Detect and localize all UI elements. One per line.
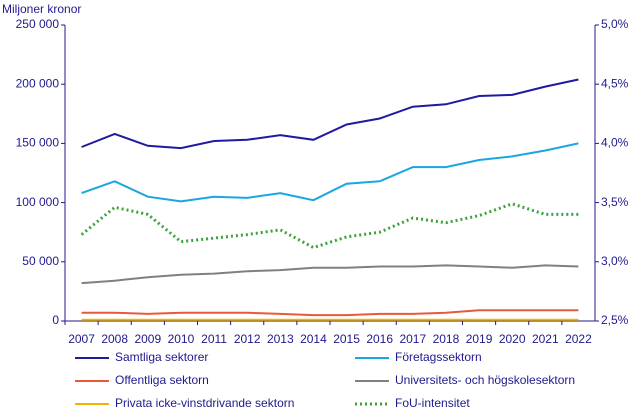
y-tick-label: 250 000 xyxy=(16,17,60,31)
x-tick-label: 2011 xyxy=(201,332,227,346)
x-tick-label: 2019 xyxy=(466,332,493,346)
y-tick-label: 150 000 xyxy=(16,136,60,150)
y-tick-label: 200 000 xyxy=(16,76,60,90)
x-tick-label: 2021 xyxy=(532,332,559,346)
x-tick-label: 2014 xyxy=(300,332,327,346)
x-tick-label: 2018 xyxy=(433,332,460,346)
y-tick-label: 50 000 xyxy=(22,254,59,268)
legend-label: FoU-intensitet xyxy=(395,396,470,410)
x-tick-label: 2010 xyxy=(168,332,195,346)
legend-label: Universitets- och högskolesektorn xyxy=(395,373,575,387)
series-line xyxy=(81,78,579,150)
legend-label: Företagssektorn xyxy=(395,350,482,364)
x-tick-label: 2022 xyxy=(565,332,592,346)
y2-tick-label: 4,0% xyxy=(601,136,629,150)
x-tick-label: 2020 xyxy=(499,332,526,346)
legend-label: Offentliga sektorn xyxy=(115,373,209,387)
y2-tick-label: 2,5% xyxy=(601,313,629,327)
y2-tick-label: 5,0% xyxy=(601,17,629,31)
y-tick-label: 0 xyxy=(52,313,59,327)
x-tick-label: 2009 xyxy=(134,332,161,346)
x-tick-label: 2016 xyxy=(366,332,393,346)
legend-label: Privata icke-vinstdrivande sektorn xyxy=(115,396,294,410)
x-tick-label: 2007 xyxy=(68,332,95,346)
y-tick-label: 100 000 xyxy=(16,195,60,209)
x-tick-label: 2012 xyxy=(234,332,261,346)
series-line xyxy=(81,142,579,203)
y2-tick-label: 3,5% xyxy=(601,195,629,209)
y-axis-label: Miljoner kronor xyxy=(2,2,81,16)
y2-tick-label: 3,0% xyxy=(601,254,629,268)
legend-label: Samtliga sektorer xyxy=(115,350,208,364)
x-tick-label: 2013 xyxy=(267,332,294,346)
x-tick-label: 2017 xyxy=(399,332,426,346)
series-line xyxy=(81,264,579,285)
series-line xyxy=(80,202,579,250)
series-line xyxy=(81,309,579,317)
y2-tick-label: 4,5% xyxy=(601,76,629,90)
x-tick-label: 2015 xyxy=(333,332,360,346)
x-tick-label: 2008 xyxy=(101,332,128,346)
